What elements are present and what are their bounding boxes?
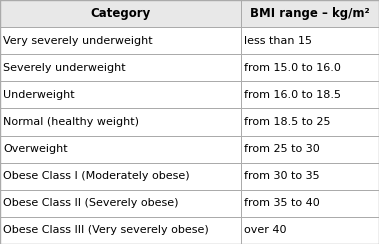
Text: less than 15: less than 15 xyxy=(244,36,312,46)
Text: Very severely underweight: Very severely underweight xyxy=(3,36,153,46)
Bar xyxy=(241,190,379,217)
Text: from 25 to 30: from 25 to 30 xyxy=(244,144,319,154)
Bar xyxy=(0,108,241,136)
Bar xyxy=(0,136,241,163)
Bar xyxy=(241,0,379,27)
Bar xyxy=(241,27,379,54)
Text: from 15.0 to 16.0: from 15.0 to 16.0 xyxy=(244,63,341,73)
Text: Category: Category xyxy=(90,7,150,20)
Bar xyxy=(0,81,241,108)
Text: Severely underweight: Severely underweight xyxy=(3,63,126,73)
Bar xyxy=(241,54,379,81)
Text: Underweight: Underweight xyxy=(3,90,75,100)
Text: Overweight: Overweight xyxy=(3,144,68,154)
Text: from 18.5 to 25: from 18.5 to 25 xyxy=(244,117,330,127)
Text: from 35 to 40: from 35 to 40 xyxy=(244,198,319,208)
Text: BMI range – kg/m²: BMI range – kg/m² xyxy=(250,7,370,20)
Bar xyxy=(241,81,379,108)
Bar xyxy=(0,217,241,244)
Text: Normal (healthy weight): Normal (healthy weight) xyxy=(3,117,139,127)
Text: from 30 to 35: from 30 to 35 xyxy=(244,171,319,181)
Text: Obese Class I (Moderately obese): Obese Class I (Moderately obese) xyxy=(3,171,190,181)
Text: Obese Class III (Very severely obese): Obese Class III (Very severely obese) xyxy=(3,225,209,235)
Bar xyxy=(241,136,379,163)
Bar xyxy=(241,217,379,244)
Text: over 40: over 40 xyxy=(244,225,286,235)
Bar xyxy=(241,163,379,190)
Text: from 16.0 to 18.5: from 16.0 to 18.5 xyxy=(244,90,341,100)
Bar xyxy=(0,163,241,190)
Bar xyxy=(0,190,241,217)
Bar xyxy=(0,0,241,27)
Text: Obese Class II (Severely obese): Obese Class II (Severely obese) xyxy=(3,198,179,208)
Bar xyxy=(0,27,241,54)
Bar xyxy=(0,54,241,81)
Bar xyxy=(241,108,379,136)
